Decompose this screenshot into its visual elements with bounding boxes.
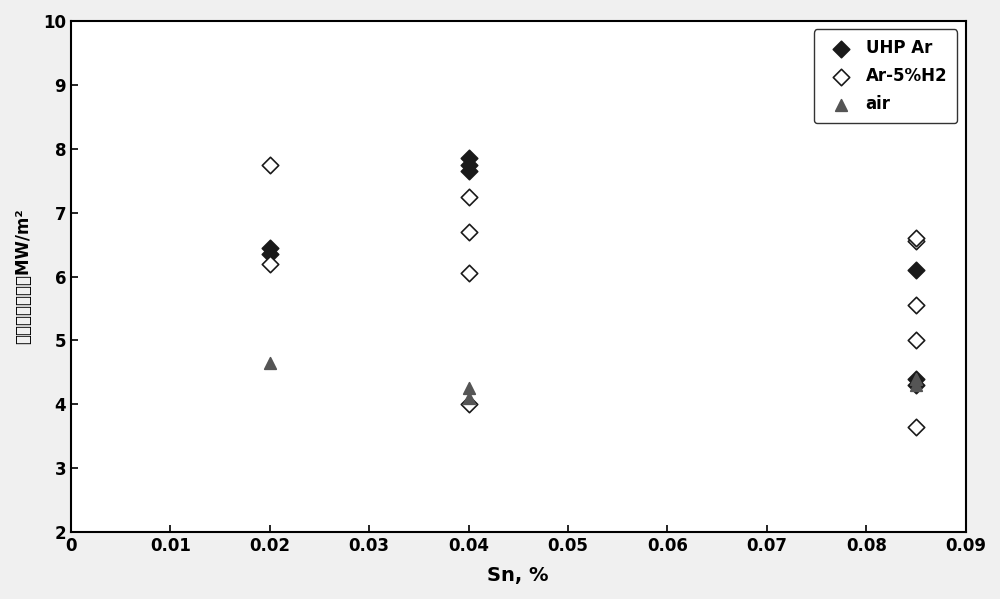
Ar-5%H2 [908, 237, 924, 246]
Ar-5%H2 [908, 335, 924, 345]
Ar-5%H2 [908, 422, 924, 431]
UHP Ar [461, 153, 477, 163]
air [461, 393, 477, 403]
air [908, 380, 924, 390]
Legend: UHP Ar, Ar-5%H2, air: UHP Ar, Ar-5%H2, air [814, 29, 957, 123]
Ar-5%H2 [461, 268, 477, 278]
Ar-5%H2 [262, 259, 278, 268]
UHP Ar [461, 160, 477, 170]
UHP Ar [908, 265, 924, 275]
UHP Ar [461, 167, 477, 176]
Ar-5%H2 [262, 160, 278, 170]
Ar-5%H2 [461, 192, 477, 201]
UHP Ar [908, 380, 924, 390]
Ar-5%H2 [461, 400, 477, 409]
air [262, 358, 278, 368]
air [461, 383, 477, 393]
Y-axis label: 平均热流密度，MW/m²: 平均热流密度，MW/m² [14, 208, 32, 344]
UHP Ar [908, 374, 924, 383]
Ar-5%H2 [461, 227, 477, 237]
UHP Ar [262, 243, 278, 253]
Ar-5%H2 [908, 234, 924, 243]
air [908, 374, 924, 383]
UHP Ar [262, 249, 278, 259]
X-axis label: Sn, %: Sn, % [487, 566, 549, 585]
Ar-5%H2 [908, 301, 924, 310]
